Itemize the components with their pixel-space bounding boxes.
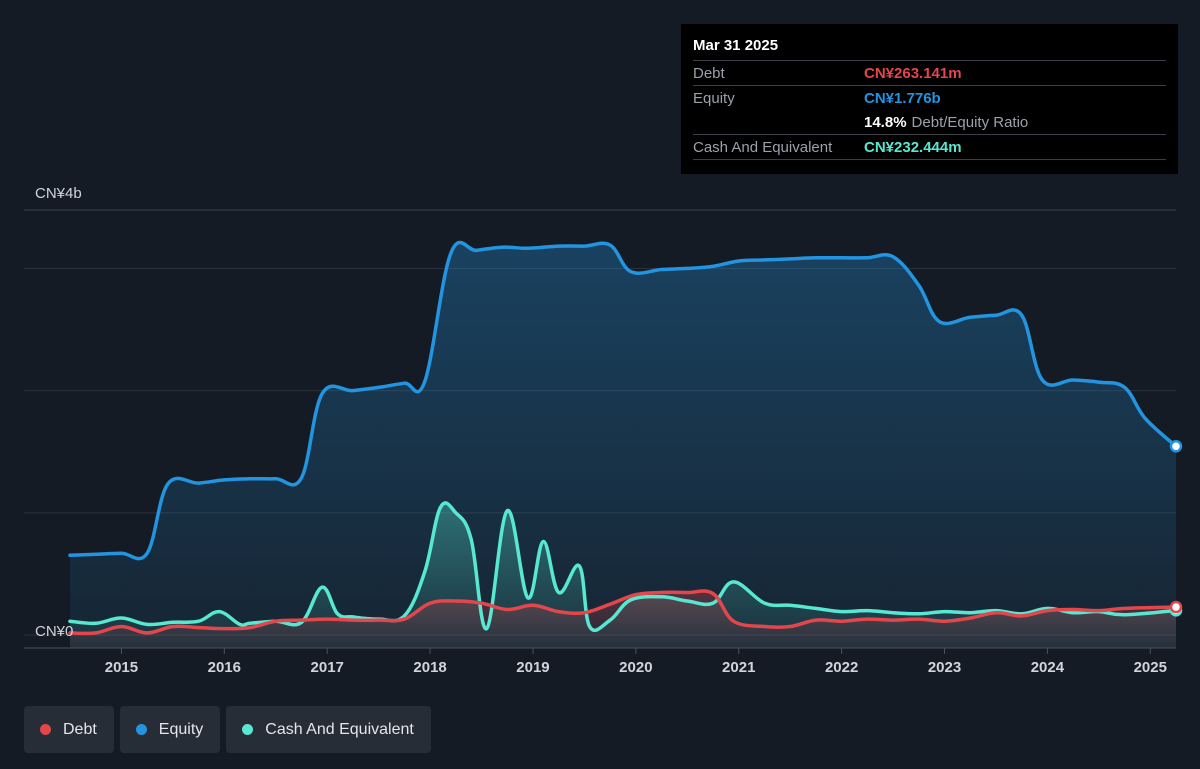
- x-tick-label: 2018: [413, 659, 446, 676]
- tooltip-cash-label: Cash And Equivalent: [693, 138, 833, 156]
- cash-line: [68, 501, 1178, 633]
- tooltip-panel: Mar 31 2025 Debt CN¥263.141m Equity CN¥1…: [681, 24, 1178, 174]
- legend: Debt Equity Cash And Equivalent: [24, 706, 431, 753]
- x-axis: 2015 2016 2017 2018 2019 2020 2021 2022 2023 2024…: [24, 647, 1176, 676]
- legend-item-equity[interactable]: Equity: [119, 706, 221, 753]
- end-markers: [1169, 440, 1183, 617]
- equity-area: [70, 242, 1176, 649]
- tooltip-cash-value: CN¥232.444m: [864, 138, 962, 156]
- legend-label-cash: Cash And Equivalent: [265, 720, 414, 738]
- x-tick-label: 2019: [516, 659, 549, 676]
- tooltip-debt-value: CN¥263.141m: [864, 64, 962, 82]
- x-tick-label: 2022: [825, 659, 858, 676]
- legend-item-cash[interactable]: Cash And Equivalent: [226, 706, 431, 753]
- tooltip-debt-label: Debt: [693, 64, 725, 82]
- y-tick-label: CN¥0: [35, 623, 73, 640]
- y-axis-labels: CN¥4b CN¥0: [35, 185, 82, 640]
- tooltip-equity-value: CN¥1.776b: [864, 89, 941, 107]
- legend-label-debt: Debt: [63, 720, 97, 738]
- x-tick-label: 2025: [1134, 659, 1167, 676]
- tooltip-row-cash: Cash And Equivalent CN¥232.444m: [693, 134, 1166, 159]
- series-lines: [68, 240, 1178, 636]
- x-tick-label: 2015: [105, 659, 138, 676]
- tooltip-row-debt: Debt CN¥263.141m: [693, 60, 1166, 85]
- series-areas: [70, 242, 1176, 649]
- debt-line: [68, 589, 1178, 636]
- tooltip-equity-label: Equity: [693, 89, 735, 107]
- tooltip-ratio-value: 14.8%: [864, 113, 907, 131]
- equity-end-marker: [1169, 440, 1183, 453]
- x-tick-label: 2021: [722, 659, 755, 676]
- tooltip-row-ratio: 14.8% Debt/Equity Ratio: [693, 110, 1166, 134]
- legend-label-equity: Equity: [158, 720, 204, 738]
- debt-end-marker: [1169, 600, 1183, 614]
- x-tick-label: 2023: [928, 659, 961, 676]
- equity-dot-icon: [135, 724, 147, 735]
- y-tick-label: CN¥4b: [35, 185, 82, 202]
- tooltip-date: Mar 31 2025: [693, 37, 779, 54]
- equity-line: [68, 240, 1178, 561]
- x-tick-label: 2024: [1031, 659, 1065, 676]
- debt-dot-icon: [40, 724, 51, 735]
- cash-dot-icon: [242, 724, 254, 735]
- legend-item-debt[interactable]: Debt: [24, 706, 114, 753]
- tooltip-ratio-label: Debt/Equity Ratio: [911, 113, 1029, 131]
- x-tick-label: 2020: [619, 659, 652, 676]
- x-tick-label: 2017: [311, 659, 344, 676]
- x-tick-label: 2016: [208, 659, 241, 676]
- debt-area: [70, 591, 1176, 648]
- tooltip-row-equity: Equity CN¥1.776b: [693, 85, 1166, 110]
